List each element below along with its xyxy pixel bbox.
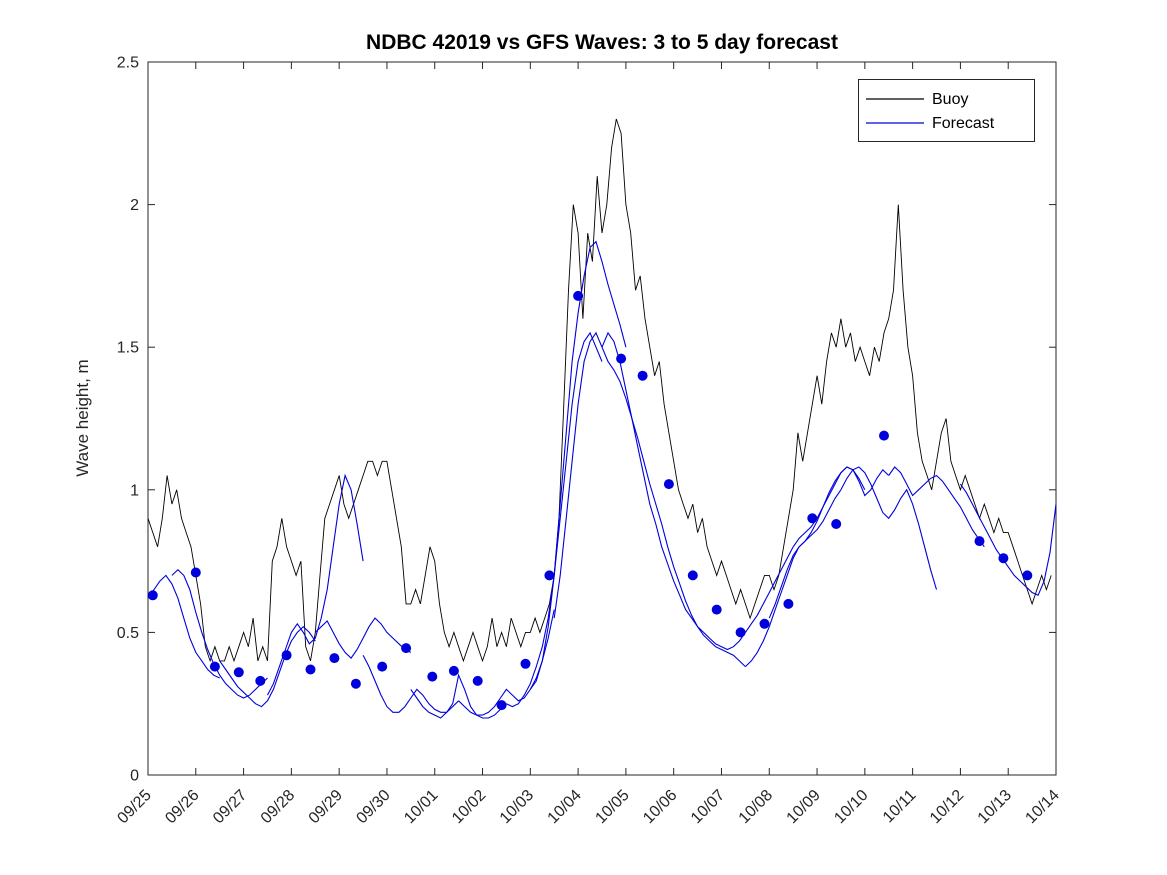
forecast-line <box>792 466 890 548</box>
axes: 09/25 09/26 09/27 09/28 09/29 09/30 10/01 10/02… <box>114 55 1062 828</box>
forecast-marker <box>974 536 985 547</box>
forecast-marker <box>377 661 388 672</box>
forecast-line <box>219 625 316 708</box>
forecast-marker <box>255 675 266 686</box>
x-tick-label: 10/08 <box>736 787 776 827</box>
buoy-line <box>147 118 1052 663</box>
x-tick-label: 09/26 <box>162 787 202 827</box>
forecast-marker <box>448 665 459 676</box>
x-tick-label: 10/02 <box>449 787 489 827</box>
forecast-marker <box>783 598 794 609</box>
forecast-line <box>888 466 985 548</box>
forecast-marker <box>807 513 818 524</box>
x-tick-label: 10/12 <box>927 787 967 827</box>
y-tick-label: 1 <box>130 482 139 499</box>
forecast-marker <box>190 567 201 578</box>
forecast-marker <box>281 650 292 661</box>
y-tick-label: 1.5 <box>117 340 139 357</box>
forecast-marker <box>759 618 770 629</box>
forecast-marker <box>496 700 507 711</box>
forecast-line <box>529 240 627 690</box>
forecast-line <box>745 489 842 667</box>
forecast-marker <box>573 290 584 301</box>
x-tick-label: 10/07 <box>688 787 728 827</box>
x-tick-label: 10/11 <box>880 787 920 827</box>
forecast-marker <box>401 643 412 654</box>
forecast-marker <box>520 658 531 669</box>
legend-label-forecast: Forecast <box>932 115 995 132</box>
forecast-line <box>147 574 220 679</box>
x-tick-label: 10/09 <box>784 787 824 827</box>
legend: Buoy Forecast <box>858 79 1035 142</box>
x-tick-label: 09/27 <box>210 787 250 827</box>
x-tick-label: 09/29 <box>306 787 346 827</box>
forecast-marker <box>998 553 1009 564</box>
forecast-marker <box>1022 570 1033 581</box>
forecast-line <box>410 673 507 719</box>
forecast-marker <box>616 353 627 364</box>
forecast-marker <box>879 430 889 441</box>
y-tick-label: 2.5 <box>117 55 139 72</box>
forecast-marker <box>711 604 722 615</box>
x-tick-label: 10/05 <box>592 787 632 827</box>
forecast-line <box>171 568 268 699</box>
x-tick-label: 10/06 <box>640 787 680 827</box>
x-tick-label: 10/01 <box>401 787 441 827</box>
forecast-marker <box>329 653 340 664</box>
forecast-marker <box>544 570 555 581</box>
forecast-line <box>314 617 412 659</box>
forecast-line <box>959 483 1057 597</box>
forecast-line <box>362 654 459 713</box>
forecast-marker <box>209 661 220 672</box>
x-tick-label: 10/14 <box>1022 787 1062 827</box>
forecast-marker <box>831 519 842 529</box>
forecast-marker <box>735 627 746 638</box>
y-axis-label: Wave height, m <box>73 359 92 476</box>
forecast-marker <box>233 667 244 678</box>
series <box>147 118 1057 719</box>
forecast-marker <box>687 570 698 581</box>
plot-box <box>147 61 1057 776</box>
legend-label-buoy: Buoy <box>932 91 968 108</box>
x-tick-label: 09/25 <box>114 787 154 827</box>
forecast-marker <box>305 664 316 675</box>
forecast-line <box>458 609 555 716</box>
x-tick-label: 09/30 <box>353 787 393 827</box>
y-tick-label: 0 <box>130 768 139 785</box>
forecast-marker <box>427 671 438 682</box>
forecast-marker <box>472 675 483 686</box>
x-tick-label: 10/04 <box>545 787 585 827</box>
forecast-marker <box>663 479 674 490</box>
y-tick-label: 2 <box>130 197 139 214</box>
chart-overlay: NDBC 42019 vs GFS Waves: 3 to 5 day fore… <box>73 31 1035 477</box>
forecast-line <box>840 466 938 590</box>
x-tick-label: 10/03 <box>497 787 537 827</box>
forecast-marker <box>637 370 648 381</box>
x-tick-label: 10/13 <box>975 787 1015 827</box>
legend-box <box>858 79 1035 142</box>
y-tick-label: 0.5 <box>117 625 139 642</box>
x-tick-label: 09/28 <box>258 787 298 827</box>
chart-title: NDBC 42019 vs GFS Waves: 3 to 5 day fore… <box>366 31 838 54</box>
forecast-marker <box>350 678 361 689</box>
forecast-marker <box>147 590 158 601</box>
x-tick-label: 10/10 <box>831 787 871 827</box>
